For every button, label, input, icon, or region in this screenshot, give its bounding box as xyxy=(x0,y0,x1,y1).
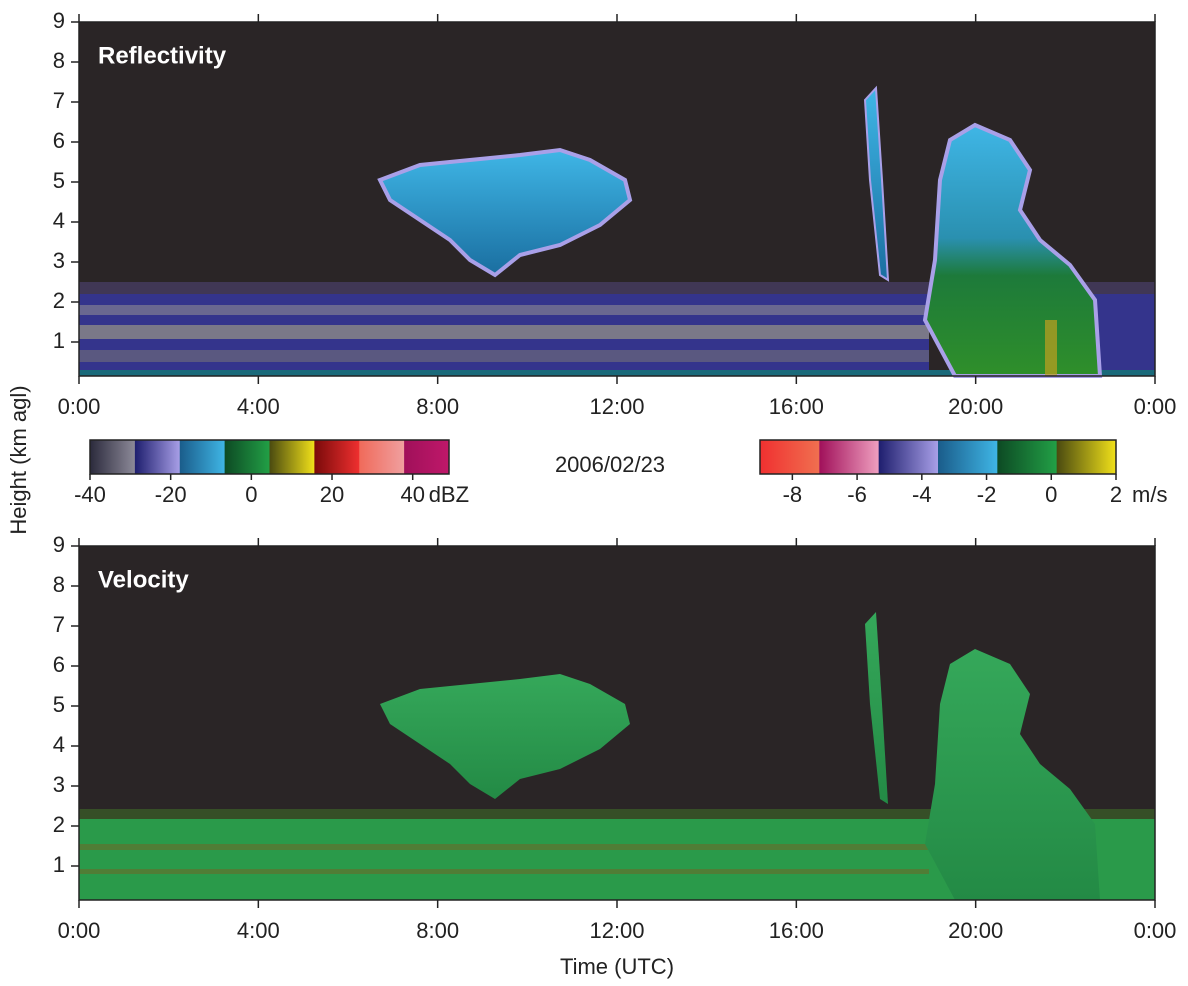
colorbar-segment xyxy=(760,440,820,474)
colorbar-tick-label: 0 xyxy=(1045,482,1057,507)
x-tick-label: 0:00 xyxy=(1134,918,1177,943)
y-tick-label: 2 xyxy=(53,288,65,313)
y-axis-label: Height (km agl) xyxy=(6,385,31,534)
colorbar-segment xyxy=(269,440,315,474)
y-tick-label: 7 xyxy=(53,88,65,113)
x-tick-label: 0:00 xyxy=(58,394,101,419)
colorbar-segment xyxy=(878,440,939,474)
reflectivity-image xyxy=(79,22,1155,378)
x-tick-label: 12:00 xyxy=(589,394,644,419)
x-tick-label: 0:00 xyxy=(58,918,101,943)
x-tick-label: 4:00 xyxy=(237,394,280,419)
colorbar-segment xyxy=(224,440,270,474)
y-tick-label: 1 xyxy=(53,328,65,353)
colorbar-segment xyxy=(90,440,136,474)
colorbar-unit: dBZ xyxy=(429,482,469,507)
colorbar-segment xyxy=(359,440,405,474)
x-tick-label: 12:00 xyxy=(589,918,644,943)
y-tick-label: 4 xyxy=(53,208,65,233)
colorbar-tick-label: -2 xyxy=(977,482,997,507)
x-axis-label: Time (UTC) xyxy=(560,954,674,979)
y-tick-label: 8 xyxy=(53,572,65,597)
colorbar-frame xyxy=(759,439,1117,475)
colorbar-segment xyxy=(997,440,1058,474)
y-tick-label: 7 xyxy=(53,612,65,637)
y-tick-label: 1 xyxy=(53,852,65,877)
velocity-image xyxy=(79,546,1155,900)
x-tick-label: 8:00 xyxy=(416,918,459,943)
y-tick-label: 3 xyxy=(53,772,65,797)
y-tick-label: 8 xyxy=(53,48,65,73)
colorbar-tick-label: -6 xyxy=(847,482,867,507)
colorbar-frame xyxy=(89,439,450,475)
y-tick-label: 4 xyxy=(53,732,65,757)
y-tick-label: 2 xyxy=(53,812,65,837)
colorbar-segment xyxy=(1056,440,1117,474)
x-tick-label: 20:00 xyxy=(948,394,1003,419)
x-tick-label: 16:00 xyxy=(769,394,824,419)
colorbar-tick-label: -20 xyxy=(155,482,187,507)
x-tick-label: 20:00 xyxy=(948,918,1003,943)
colorbar-unit: m/s xyxy=(1132,482,1167,507)
x-tick-label: 0:00 xyxy=(1134,394,1177,419)
y-tick-label: 6 xyxy=(53,652,65,677)
colorbar-segment xyxy=(819,440,880,474)
date-label: 2006/02/23 xyxy=(555,452,665,477)
x-tick-label: 8:00 xyxy=(416,394,459,419)
y-tick-label: 5 xyxy=(53,168,65,193)
y-tick-label: 9 xyxy=(53,532,65,557)
colorbar-tick-label: -8 xyxy=(783,482,803,507)
colorbar-segment xyxy=(314,440,360,474)
colorbar-tick-label: -4 xyxy=(912,482,932,507)
colorbar-segment xyxy=(134,440,181,474)
panel-title: Velocity xyxy=(98,566,189,593)
colorbar-tick-label: 0 xyxy=(245,482,257,507)
colorbar-tick-label: -40 xyxy=(74,482,106,507)
colorbar-segment xyxy=(404,440,450,474)
colorbar-tick-label: 2 xyxy=(1110,482,1122,507)
y-tick-label: 6 xyxy=(53,128,65,153)
y-tick-label: 9 xyxy=(53,8,65,33)
x-tick-label: 16:00 xyxy=(769,918,824,943)
y-tick-label: 3 xyxy=(53,248,65,273)
colorbar-segment xyxy=(179,440,226,474)
colorbar-tick-label: 20 xyxy=(320,482,344,507)
colorbar-tick-label: 40 xyxy=(400,482,424,507)
y-tick-label: 5 xyxy=(53,692,65,717)
panel-title: Reflectivity xyxy=(98,42,227,69)
x-tick-label: 4:00 xyxy=(237,918,280,943)
colorbar-segment xyxy=(938,440,998,474)
